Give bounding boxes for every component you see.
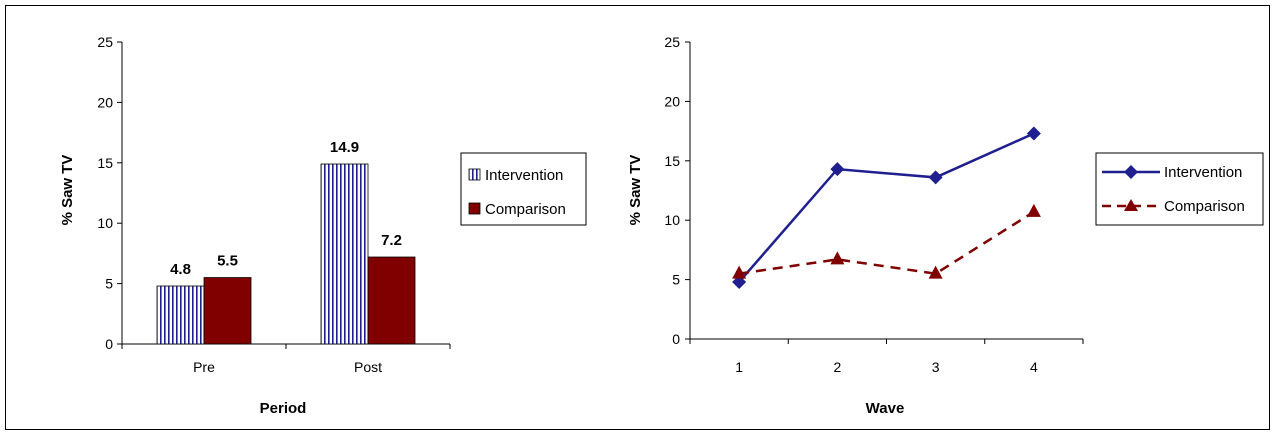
line-chart-y-tick-labels: 0 5 10 15 20 25 [664, 34, 680, 347]
bar-x-tick-label: Post [354, 359, 382, 375]
bar-y-tick-label: 25 [97, 34, 113, 50]
legend-swatch-comparison [468, 202, 481, 215]
line-y-tick-label: 15 [664, 153, 680, 169]
bar-intervention-post [320, 163, 369, 345]
line-chart-y-axis-title: % Saw TV [627, 155, 644, 226]
point-comparison-wave-2 [830, 251, 845, 265]
point-intervention-wave-3 [928, 170, 943, 185]
line-chart-axes [685, 41, 1084, 344]
bar-comparison-pre [203, 277, 252, 345]
bar-data-label: 5.5 [217, 253, 238, 270]
line-x-tick-label: 3 [932, 359, 940, 375]
line-y-tick-label: 5 [672, 272, 680, 288]
bar-y-tick-label: 10 [97, 215, 113, 231]
line-chart-legend-box [1095, 152, 1264, 226]
point-comparison-wave-3 [928, 265, 943, 279]
bar-y-tick-label: 0 [105, 336, 113, 352]
bar-x-tick-label: Pre [193, 359, 215, 375]
point-comparison-wave-1 [732, 265, 747, 279]
bar-chart-data-labels: 4.8 5.5 14.9 7.2 [170, 139, 402, 278]
line-chart-x-axis-title: Wave [866, 400, 905, 417]
line-y-tick-label: 0 [672, 331, 680, 347]
bar-y-tick-label: 20 [97, 94, 113, 110]
line-y-tick-label: 10 [664, 212, 680, 228]
point-intervention-wave-2 [830, 162, 845, 177]
line-x-tick-label: 1 [735, 359, 743, 375]
legend-label-intervention-line: Intervention [1164, 164, 1242, 181]
line-y-tick-label: 20 [664, 93, 680, 109]
bar-chart-bars [156, 163, 416, 345]
line-chart: 0 5 10 15 20 25 1 2 3 4 % Saw TV Wave Interventi… [627, 34, 1264, 417]
figure-frame [5, 5, 1270, 430]
bar-chart: 0 5 10 15 20 25 Pre Post 4.8 5.5 14.9 7.2 % Saw T… [59, 34, 587, 417]
bar-chart-x-axis-title: Period [260, 400, 307, 417]
bar-data-label: 7.2 [381, 232, 402, 249]
line-chart-legend: Intervention Comparison [1095, 152, 1264, 226]
series-line-comparison [738, 210, 1035, 275]
legend-swatch-intervention [468, 168, 481, 181]
legend-label-comparison: Comparison [485, 201, 566, 218]
legend-label-comparison-line: Comparison [1164, 198, 1245, 215]
line-x-tick-label: 4 [1030, 359, 1038, 375]
bar-data-label: 14.9 [330, 139, 359, 156]
bar-y-tick-label: 15 [97, 155, 113, 171]
bar-y-tick-label: 5 [105, 276, 113, 292]
bar-chart-legend-box [460, 152, 587, 226]
series-line-intervention [738, 132, 1035, 283]
bar-data-label: 4.8 [170, 261, 191, 278]
point-intervention-wave-4 [1026, 126, 1041, 141]
line-chart-series [732, 126, 1041, 289]
line-y-tick-label: 25 [664, 34, 680, 50]
bar-comparison-post [367, 256, 416, 345]
line-x-tick-label: 2 [833, 359, 841, 375]
bar-intervention-pre [156, 285, 205, 345]
bar-chart-y-tick-labels: 0 5 10 15 20 25 [97, 34, 113, 352]
bar-chart-x-tick-labels: Pre Post [193, 359, 382, 375]
point-comparison-wave-4 [1026, 203, 1041, 217]
legend-diamond-marker [1124, 165, 1138, 179]
bar-chart-legend: Intervention Comparison [460, 152, 587, 226]
line-chart-x-tick-labels: 1 2 3 4 [735, 359, 1038, 375]
bar-chart-y-axis-title: % Saw TV [59, 155, 76, 226]
legend-triangle-marker [1124, 199, 1138, 211]
legend-label-intervention: Intervention [485, 167, 563, 184]
